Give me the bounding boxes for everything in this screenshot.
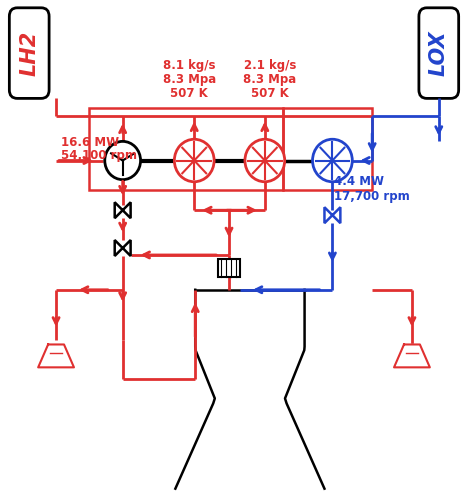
Polygon shape [38,344,74,368]
Circle shape [105,142,140,180]
Text: 8.1 kg/s: 8.1 kg/s [163,59,216,72]
FancyBboxPatch shape [419,8,459,98]
Text: 8.3 Mpa: 8.3 Mpa [163,73,216,86]
Text: 507 K: 507 K [170,87,208,100]
Text: 8.3 Mpa: 8.3 Mpa [243,73,296,86]
Text: 17,700 rpm: 17,700 rpm [335,190,410,203]
Text: 54,100 rpm: 54,100 rpm [61,148,137,162]
Bar [89,108,283,190]
Circle shape [245,140,285,181]
Circle shape [175,140,214,181]
Polygon shape [394,344,430,368]
Text: LH2: LH2 [19,30,39,76]
Text: LOX: LOX [429,30,449,76]
Text: 2.1 kg/s: 2.1 kg/s [244,59,296,72]
Bar [218,259,240,277]
FancyBboxPatch shape [9,8,49,98]
Circle shape [313,140,352,181]
Polygon shape [176,290,324,488]
Text: 4.4 MW: 4.4 MW [335,176,384,188]
Text: 16.6 MW: 16.6 MW [61,136,119,148]
Text: 507 K: 507 K [251,87,289,100]
Bar [283,108,372,190]
